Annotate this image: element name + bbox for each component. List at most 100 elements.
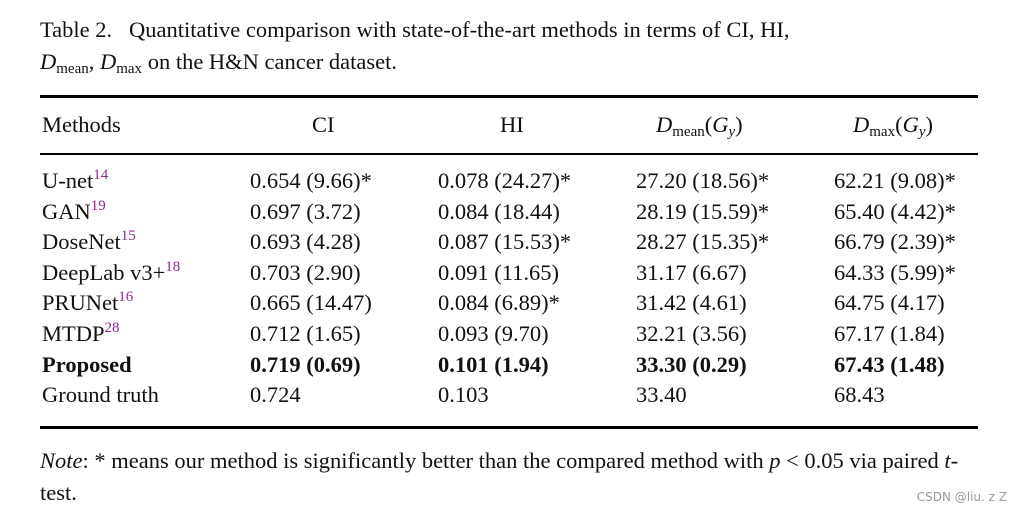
cell-hi: 0.078 (24.27)* (438, 168, 572, 193)
cell-hi: 0.093 (9.70) (438, 321, 549, 346)
caption-dmean-sub: mean (56, 61, 89, 77)
cell-dmean: 33.30 (0.29) (636, 351, 747, 377)
reference-link[interactable]: 15 (120, 228, 136, 245)
cell-dmean: 31.42 (4.61) (636, 290, 747, 316)
caption-dmean-symbol: D (40, 49, 57, 74)
cell-hi: 0.103 (438, 382, 489, 408)
header-dmean: Dmean(Gy) (656, 112, 743, 140)
cell-hi: 0.084 (18.44) (438, 198, 560, 224)
method-label: DeepLab v3+ (42, 259, 166, 285)
cell-ci: 0.665 (14.47) (250, 290, 372, 316)
unit: G (902, 112, 919, 137)
dmax-symbol: D (853, 112, 870, 137)
note-text: : * means our method is significantly be… (82, 448, 770, 473)
reference-link[interactable]: 19 (90, 197, 106, 214)
method-label: Proposed (42, 351, 132, 377)
paren: ) (925, 112, 934, 137)
paren: ( (704, 112, 713, 137)
cell-ci: 0.719 (0.69) (250, 351, 361, 377)
table-row: DoseNet15 0.693 (4.28) 0.087 (15.53)* 28.27… (0, 229, 1019, 259)
cell-dmax: 68.43 (834, 382, 885, 408)
header-ci: CI (312, 112, 335, 137)
cell-dmax: 67.17 (1.84) (834, 321, 945, 346)
table-row: U-net14 0.654 (9.66)* 0.078 (24.27)* 27.20 … (0, 168, 1019, 198)
note-text-3: -test. (40, 448, 959, 505)
header-hi: HI (500, 112, 524, 137)
method-name: Ground truth (42, 382, 159, 408)
unit-sub: y (728, 124, 736, 140)
watermark: CSDN @liu. z Z (916, 490, 1007, 504)
paren: ) (735, 112, 743, 137)
method-label: U-net (42, 168, 94, 193)
caption-text-2: on the H&N cancer dataset. (142, 49, 397, 74)
cell-ci: 0.712 (1.65) (250, 321, 361, 346)
cell-ci: 0.703 (2.90) (250, 259, 361, 285)
method-name: DeepLab v3+18 (42, 258, 181, 286)
table-note: Note: * means our method is significantl… (40, 445, 980, 509)
method-label: GAN (42, 198, 91, 224)
cell-dmax: 66.79 (2.39)* (834, 229, 956, 255)
cell-ci: 0.654 (9.66)* (250, 168, 372, 193)
table-row: GAN19 0.697 (3.72) 0.084 (18.44) 28.19 (15.… (0, 197, 1019, 229)
cell-dmean: 31.17 (6.67) (636, 259, 747, 285)
reference-link[interactable]: 28 (104, 320, 120, 336)
cell-hi: 0.101 (1.94) (438, 351, 549, 377)
cell-dmean: 28.19 (15.59)* (636, 198, 770, 224)
caption-dmax-symbol: D (99, 49, 117, 74)
note-label: Note (40, 448, 83, 473)
caption-label: Table 2. (40, 17, 113, 42)
table-row: Ground truth 0.724 0.103 33.40 68.43 (0, 382, 1019, 412)
cell-ci: 0.693 (4.28) (250, 229, 361, 255)
dmean-sub: mean (672, 124, 705, 140)
method-name: Proposed (42, 352, 132, 378)
cell-dmax: 64.75 (4.17) (834, 290, 945, 316)
dmean-symbol: D (656, 112, 673, 137)
cell-dmean: 28.27 (15.35)* (636, 229, 770, 255)
cell-dmean: 32.21 (3.56) (636, 321, 747, 346)
note-p: p (769, 448, 781, 473)
dmax-sub: max (869, 124, 896, 140)
cell-dmean: 27.20 (18.56)* (636, 168, 770, 193)
cell-ci: 0.697 (3.72) (250, 198, 361, 224)
method-name: PRUNet16 (42, 290, 133, 316)
method-label: MTDP (42, 321, 105, 346)
method-label: Ground truth (42, 382, 159, 408)
cell-dmax: 67.43 (1.48) (834, 351, 945, 377)
mid-rule (40, 153, 978, 155)
caption-sep: , (88, 49, 100, 74)
reference-link[interactable]: 18 (165, 258, 181, 275)
note-text-2: < 0.05 via paired (780, 448, 945, 473)
cell-ci: 0.724 (250, 382, 301, 408)
cell-dmean: 33.40 (636, 382, 687, 408)
cell-hi: 0.084 (6.89)* (438, 290, 560, 316)
method-name: MTDP28 (42, 321, 120, 347)
header-dmax: Dmax(Gy) (853, 112, 934, 140)
table-header-row: Methods CI HI Dmean(Gy) Dmax(Gy) (0, 112, 1019, 142)
caption-dmax-sub: max (116, 61, 143, 77)
method-label: DoseNet (42, 229, 121, 255)
caption-text: Quantitative comparison with state-of-th… (129, 17, 790, 42)
method-name: U-net14 (42, 168, 108, 194)
reference-link[interactable]: 16 (118, 289, 134, 306)
cell-dmax: 65.40 (4.42)* (834, 198, 956, 224)
cell-dmax: 62.21 (9.08)* (834, 168, 956, 193)
method-label: PRUNet (42, 290, 119, 316)
table-row: DeepLab v3+18 0.703 (2.90) 0.091 (11.65) 31… (0, 258, 1019, 290)
unit: G (712, 112, 729, 137)
top-rule (40, 95, 978, 98)
table-caption: Table 2. Quantitative comparison with st… (40, 14, 990, 78)
method-name: GAN19 (42, 197, 106, 225)
table-row: MTDP28 0.712 (1.65) 0.093 (9.70) 32.21 (3.5… (0, 321, 1019, 351)
header-methods: Methods (42, 112, 121, 137)
table-row: Proposed 0.719 (0.69) 0.101 (1.94) 33.30 (0… (0, 352, 1019, 382)
bottom-rule (40, 426, 978, 429)
reference-link[interactable]: 14 (93, 167, 109, 183)
cell-hi: 0.087 (15.53)* (438, 229, 572, 255)
unit-sub: y (918, 124, 926, 140)
method-name: DoseNet15 (42, 229, 136, 255)
cell-dmax: 64.33 (5.99)* (834, 259, 956, 285)
cell-hi: 0.091 (11.65) (438, 259, 560, 285)
table-row: PRUNet16 0.665 (14.47) 0.084 (6.89)* 31.42 … (0, 290, 1019, 320)
note-t: t (944, 448, 951, 473)
paren: ( (895, 112, 903, 137)
